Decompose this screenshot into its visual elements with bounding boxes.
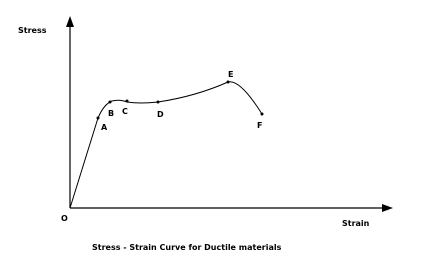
x-axis-label: Strain xyxy=(342,219,370,228)
point-dot xyxy=(156,100,160,104)
point-dot xyxy=(260,112,264,116)
point-label: F xyxy=(257,121,262,130)
point-dot xyxy=(125,99,129,103)
point-label: B xyxy=(108,109,114,118)
point-dot xyxy=(226,80,230,84)
point-dot xyxy=(108,100,112,104)
point-label: C xyxy=(122,107,128,116)
point-label: A xyxy=(101,123,108,132)
y-axis-arrow xyxy=(66,16,74,27)
y-axis-label: Stress xyxy=(18,26,47,35)
point-dot xyxy=(96,116,100,120)
stress-strain-curve xyxy=(69,81,263,209)
points: AB C D E F xyxy=(96,70,264,132)
point-label: D xyxy=(157,110,164,119)
caption: Stress - Strain Curve for Ductile materi… xyxy=(92,243,282,252)
x-axis-arrow xyxy=(382,204,393,212)
origin-label: O xyxy=(61,214,68,223)
point-label: E xyxy=(228,70,233,79)
